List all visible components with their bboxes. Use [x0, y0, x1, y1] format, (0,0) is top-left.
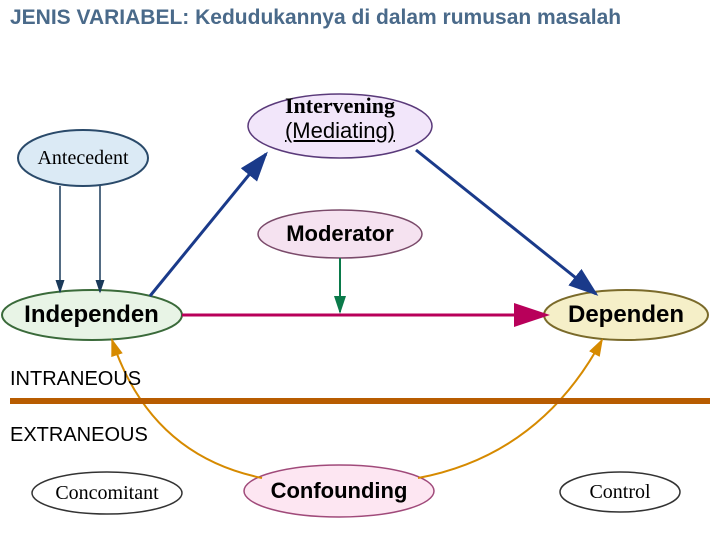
independen-node: Independen — [4, 299, 179, 331]
edge-confounding-indep — [112, 340, 262, 478]
section-divider — [10, 398, 710, 404]
antecedent-node: Antecedent — [18, 142, 148, 174]
mediating-label: (Mediating) — [235, 116, 445, 146]
dependen-node: Dependen — [546, 299, 706, 331]
edge-confounding-dep — [418, 340, 602, 478]
moderator-node: Moderator — [258, 218, 422, 250]
shapes-layer — [0, 0, 720, 540]
page-title: JENIS VARIABEL: Kedudukannya di dalam ru… — [0, 6, 720, 30]
edge-indep-mediating — [150, 154, 266, 296]
confounding-node: Confounding — [244, 476, 434, 506]
control-node: Control — [560, 480, 680, 504]
edge-mediating-dep — [416, 150, 596, 294]
intraneous-label: INTRANEOUS — [10, 368, 141, 391]
extraneous-label: EXTRANEOUS — [10, 424, 148, 447]
diagram-stage: JENIS VARIABEL: Kedudukannya di dalam ru… — [0, 0, 720, 540]
concomitant-node: Concomitant — [32, 480, 182, 506]
